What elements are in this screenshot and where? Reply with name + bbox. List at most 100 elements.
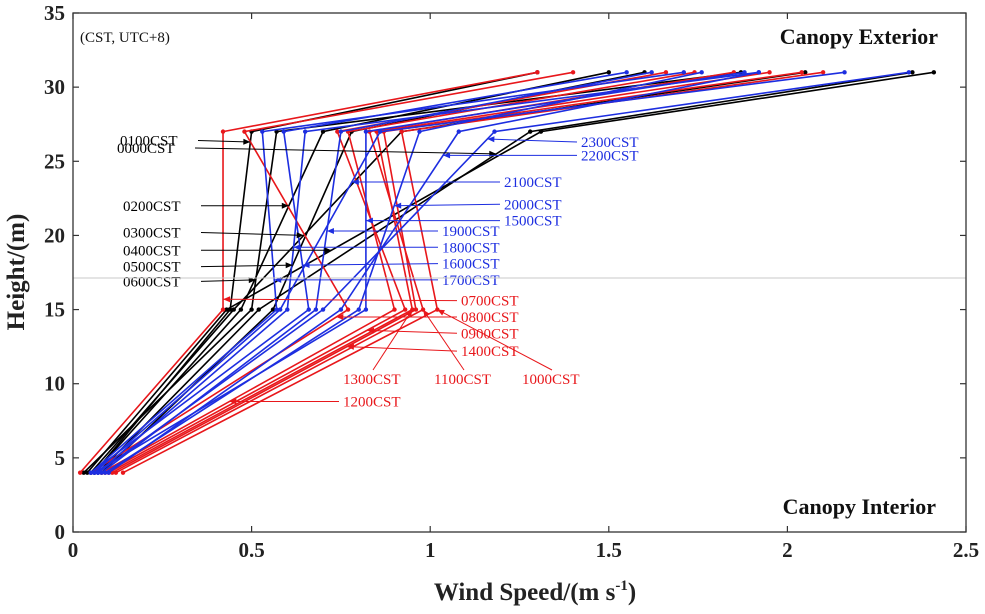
leader-arrow (243, 138, 251, 145)
data-point (302, 129, 308, 134)
data-point (535, 70, 540, 75)
time-label-0900CST: 0900CST (461, 326, 519, 342)
data-point (106, 470, 111, 475)
data-point (399, 129, 404, 134)
plot-frame (72, 12, 967, 533)
x-tick-label: 2 (782, 538, 793, 562)
time-label-1700CST: 1700CST (442, 273, 500, 289)
data-point (402, 307, 408, 312)
data-point (363, 307, 369, 312)
data-point (285, 307, 290, 312)
y-tick-label: 35 (44, 1, 65, 25)
series-line-1900CST (101, 71, 652, 474)
leader-arrow (351, 179, 359, 186)
data-point (931, 70, 937, 75)
leader-line (346, 346, 458, 352)
leader-line (200, 279, 256, 282)
leader-arrow (336, 313, 344, 320)
time-label-1400CST: 1400CST (461, 344, 519, 360)
data-point (663, 70, 669, 75)
data-point (820, 70, 826, 75)
x-tick-label: 2.5 (953, 538, 979, 562)
x-tick-label: 0.5 (238, 538, 264, 562)
leader-arrow (281, 202, 289, 209)
time-zone-note: (CST, UTC+8) (80, 30, 170, 46)
leader-arrow (365, 217, 373, 224)
data-point (274, 307, 279, 312)
data-point (799, 70, 804, 75)
leader-line (197, 140, 251, 143)
x-tick-label: 0 (68, 538, 79, 562)
data-point (320, 129, 326, 134)
time-label-0400CST: 0400CST (123, 243, 181, 259)
data-point (320, 307, 326, 312)
series-line-0600CST (83, 71, 742, 474)
time-label-2300CST: 2300CST (581, 135, 639, 151)
series-layer (77, 70, 937, 475)
data-point (649, 70, 654, 75)
time-label-2200CST: 2200CST (581, 148, 639, 164)
data-point (606, 70, 611, 75)
canopy-interior-label: Canopy Interior (783, 494, 937, 519)
time-label-0700CST: 0700CST (461, 294, 519, 310)
data-point (756, 70, 762, 75)
time-label-0300CST: 0300CST (123, 225, 181, 241)
leader-line (437, 309, 553, 371)
leader-arrow (487, 136, 495, 143)
leader-line (372, 309, 413, 371)
data-point (345, 307, 351, 312)
tick-layer: 0 0.5 1 1.5 2 2.5 0 5 10 15 20 25 30 35 (44, 1, 979, 562)
leader-line (223, 298, 458, 302)
y-axis-title: Height/(m) (3, 214, 30, 331)
data-point (377, 129, 383, 134)
time-label-1300CST: 1300CST (343, 372, 401, 388)
data-point (92, 470, 97, 475)
data-point (338, 307, 344, 312)
data-point (803, 70, 808, 75)
x-tick-label: 1.5 (596, 538, 622, 562)
leader-line (394, 203, 501, 207)
data-point (220, 307, 226, 312)
leader-line (200, 264, 293, 268)
series-line-1200CST (101, 71, 695, 474)
data-point (77, 470, 83, 475)
leader-arrow (302, 262, 310, 269)
data-point (413, 307, 419, 312)
time-label-1200CST: 1200CST (343, 395, 401, 411)
series-line-0700CST (79, 71, 538, 474)
leader-arrow (423, 309, 430, 318)
data-point (842, 70, 847, 75)
data-point (338, 129, 344, 134)
x-axis-unit-exponent: -1 (615, 578, 628, 594)
x-tick-label: 1 (425, 538, 436, 562)
data-point (95, 470, 101, 475)
data-point (242, 129, 247, 134)
y-tick-label: 30 (44, 75, 65, 99)
data-point (528, 129, 533, 134)
time-label-0200CST: 0200CST (123, 199, 181, 215)
data-point (492, 129, 497, 134)
data-point (249, 307, 254, 312)
leader-line (366, 329, 458, 334)
data-point (356, 307, 361, 312)
data-point (85, 470, 90, 475)
data-point (102, 470, 108, 475)
data-point (260, 129, 265, 134)
data-point (624, 70, 629, 75)
data-point (699, 70, 704, 75)
leader-arrow (293, 244, 301, 251)
x-axis-title-text: Wind Speed/ (434, 579, 571, 606)
data-point (81, 470, 86, 475)
y-tick-label: 20 (44, 223, 65, 247)
data-point (120, 470, 126, 475)
data-point (270, 307, 276, 312)
y-tick-label: 15 (44, 298, 65, 322)
data-point (224, 307, 229, 312)
leader-arrow (443, 152, 451, 159)
time-label-2000CST: 2000CST (504, 197, 562, 213)
leader-arrow (229, 398, 237, 405)
data-point (910, 70, 915, 75)
y-tick-label: 5 (55, 446, 66, 470)
series-line-0300CST (90, 71, 806, 474)
